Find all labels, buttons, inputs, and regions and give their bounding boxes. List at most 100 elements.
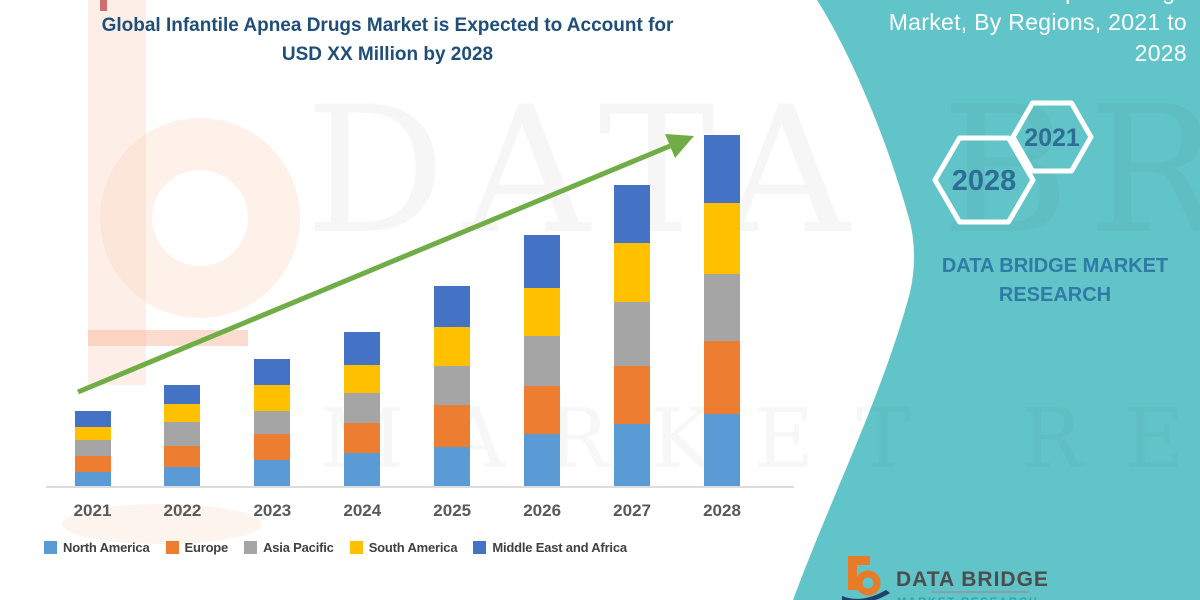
watermark-b-blob <box>62 504 262 544</box>
legend-label: Middle East and Africa <box>492 540 627 555</box>
data-bridge-logo-icon <box>842 556 890 600</box>
x-axis-label-2028: 2028 <box>703 501 741 520</box>
bar-segment-2023-europe <box>254 434 291 460</box>
bar-segment-2024-middle-east-and-africa <box>344 332 381 365</box>
stacked-bar-2022 <box>164 385 201 486</box>
trend-arrow-line <box>77 143 671 395</box>
bar-segment-2028-middle-east-and-africa <box>704 135 740 203</box>
stacked-bar-2021 <box>74 411 111 486</box>
trend-arrow-head <box>665 134 694 158</box>
bar-segment-2028-north-america <box>704 414 740 486</box>
x-axis-label-2027: 2027 <box>613 501 651 520</box>
bar-segment-2024-north-america <box>344 453 381 486</box>
bar-segment-2024-europe <box>344 423 381 453</box>
bar-segment-2028-asia-pacific <box>704 274 740 341</box>
bar-segment-2022-south-america <box>164 404 201 422</box>
panel-heading-line3: 2028 <box>1134 40 1187 66</box>
bar-segment-2025-europe <box>434 405 471 447</box>
x-axis-label-2025: 2025 <box>433 501 472 520</box>
hexagon-2028-label: 2028 <box>951 165 1017 197</box>
stacked-bar-2025 <box>434 286 471 486</box>
watermark-b-strip <box>88 330 248 346</box>
legend-swatch-icon <box>165 541 179 554</box>
legend-label: Asia Pacific <box>263 540 334 555</box>
bar-segment-2025-south-america <box>434 327 471 366</box>
bar-segment-2027-europe <box>614 366 651 424</box>
legend-item-south-america: South America <box>349 540 458 555</box>
logo-swoosh <box>842 590 890 600</box>
bar-segment-2023-south-america <box>254 385 291 411</box>
panel-brand-line2: RESEARCH <box>998 284 1112 306</box>
legend-item-middle-east-and-africa: Middle East and Africa <box>473 540 627 555</box>
bar-segment-2026-south-america <box>524 288 561 336</box>
bar-segment-2027-asia-pacific <box>614 302 651 366</box>
bar-segment-2023-middle-east-and-africa <box>254 359 291 385</box>
panel-heading-line2: Market, By Regions, 2021 to <box>888 9 1187 35</box>
bar-segment-2026-europe <box>524 386 561 434</box>
bar-segment-2027-middle-east-and-africa <box>614 185 651 243</box>
bar-segment-2028-south-america <box>704 203 740 274</box>
bar-segment-2026-middle-east-and-africa <box>524 235 561 288</box>
legend-item-north-america: North America <box>44 540 150 555</box>
legend-label: North America <box>63 540 150 555</box>
bar-segment-2021-europe <box>74 456 111 472</box>
footer-brand-text: DATA BRIDGE <box>896 568 1049 591</box>
panel-heading: Global Infantile Apnea Drugs Market, By … <box>727 0 1187 69</box>
x-axis-label-2021: 2021 <box>73 501 112 520</box>
logo-b-bowl <box>855 570 881 596</box>
legend-swatch-icon <box>473 541 487 554</box>
bar-segment-2025-middle-east-and-africa <box>434 286 471 327</box>
bar-segment-2021-north-america <box>74 472 111 486</box>
x-axis-label-2023: 2023 <box>253 501 292 520</box>
x-axis-label-2022: 2022 <box>163 501 202 520</box>
bar-segment-2025-north-america <box>434 447 471 486</box>
chart-title-line1: Global Infantile Apnea Drugs Market is E… <box>101 15 674 36</box>
bar-segment-2022-north-america <box>164 467 201 486</box>
x-axis-line <box>46 486 794 488</box>
footer-sub-brand-clipped: MARKET RESEARCH <box>897 596 1047 600</box>
bar-segment-2027-south-america <box>614 243 651 302</box>
corner-red-mark <box>100 0 107 11</box>
bar-segment-2027-north-america <box>614 424 651 486</box>
hexagon-2021-outline <box>1010 100 1094 174</box>
panel-brand-line1: DATA BRIDGE MARKET <box>941 255 1169 277</box>
legend-item-asia-pacific: Asia Pacific <box>244 540 334 555</box>
year-hexagons <box>932 100 1094 225</box>
chart-title-line2: USD XX Million by 2028 <box>281 44 494 65</box>
legend-item-europe: Europe <box>165 540 229 555</box>
legend-label: South America <box>368 540 458 555</box>
hexagon-2028-outline <box>932 135 1036 225</box>
bar-segment-2021-middle-east-and-africa <box>74 411 111 427</box>
panel-heading-line1-clipped: Global Infantile Apnea Drugs <box>727 0 1187 7</box>
bar-segment-2028-europe <box>704 341 740 414</box>
chart-title: Global Infantile Apnea Drugs Market is E… <box>10 11 765 69</box>
stacked-bar-2023 <box>254 359 291 486</box>
bar-segment-2025-asia-pacific <box>434 366 471 405</box>
stacked-bar-2028 <box>704 135 740 486</box>
bar-segment-2022-middle-east-and-africa <box>164 385 201 404</box>
stacked-bar-2027 <box>614 185 651 486</box>
hexagon-2021-label: 2021 <box>1024 124 1080 152</box>
footer-brand-underline <box>932 591 1029 593</box>
stacked-bar-2024 <box>344 332 381 486</box>
legend-swatch-icon <box>349 541 363 554</box>
legend-label: Europe <box>184 540 229 555</box>
legend-swatch-icon <box>244 541 258 554</box>
bar-segment-2026-north-america <box>524 434 561 486</box>
x-axis-label-2024: 2024 <box>343 501 382 520</box>
bar-segment-2021-asia-pacific <box>74 440 111 456</box>
teal-panel-shape <box>793 0 1200 600</box>
bar-segment-2026-asia-pacific <box>524 336 561 386</box>
bar-segment-2024-asia-pacific <box>344 393 381 423</box>
stacked-bar-2026 <box>524 235 561 486</box>
bar-segment-2022-europe <box>164 446 201 467</box>
bar-segment-2022-asia-pacific <box>164 422 201 446</box>
bar-segment-2023-asia-pacific <box>254 411 291 434</box>
legend-swatch-icon <box>44 541 57 554</box>
bar-segment-2021-south-america <box>74 427 111 440</box>
logo-b-stem <box>848 556 870 590</box>
x-axis-label-2026: 2026 <box>523 501 562 520</box>
